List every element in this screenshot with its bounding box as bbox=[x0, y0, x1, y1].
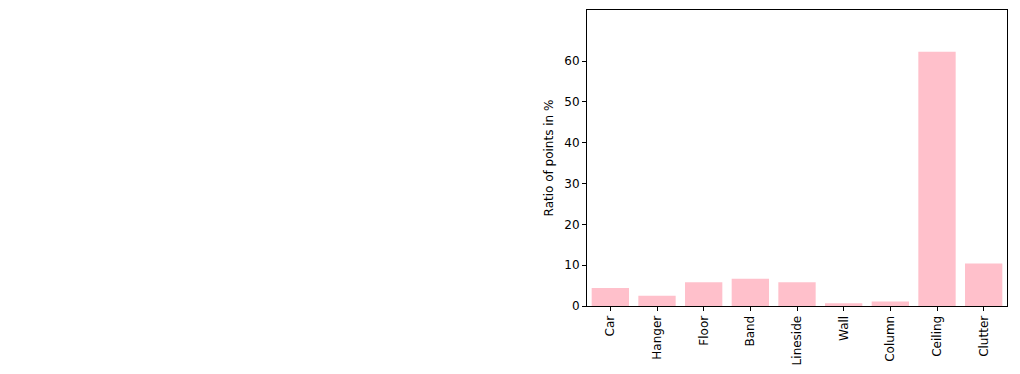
svg-text:Ceiling: Ceiling bbox=[930, 316, 944, 357]
svg-text:50: 50 bbox=[564, 95, 579, 109]
svg-text:40: 40 bbox=[564, 136, 579, 150]
svg-text:Car: Car bbox=[603, 316, 617, 337]
svg-text:Hanger: Hanger bbox=[650, 316, 664, 360]
svg-text:60: 60 bbox=[564, 54, 579, 68]
svg-text:Clutter: Clutter bbox=[977, 316, 991, 357]
svg-text:0: 0 bbox=[572, 299, 580, 313]
svg-text:Ratio of points in %: Ratio of points in % bbox=[542, 100, 556, 217]
svg-text:30: 30 bbox=[564, 177, 579, 191]
svg-text:20: 20 bbox=[564, 218, 579, 232]
svg-text:Floor: Floor bbox=[697, 316, 711, 346]
svg-text:Lineside: Lineside bbox=[790, 316, 804, 366]
svg-text:Column: Column bbox=[883, 316, 897, 362]
svg-text:Band: Band bbox=[743, 316, 757, 347]
svg-text:Wall: Wall bbox=[837, 316, 851, 341]
svg-text:10: 10 bbox=[564, 258, 579, 272]
